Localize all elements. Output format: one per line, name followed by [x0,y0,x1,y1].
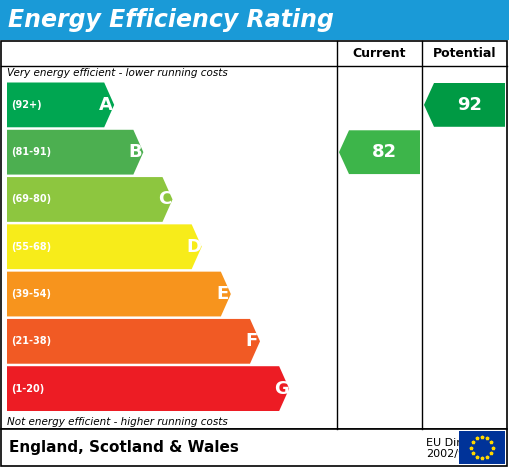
Text: (21-38): (21-38) [11,336,51,347]
Text: 82: 82 [372,143,397,161]
Text: (69-80): (69-80) [11,194,51,205]
Text: Potential: Potential [433,47,496,60]
Text: D: D [186,238,201,256]
Polygon shape [7,224,202,269]
Text: G: G [274,380,289,397]
Polygon shape [339,130,420,174]
Polygon shape [7,83,114,127]
Text: E: E [217,285,229,303]
Polygon shape [424,83,505,127]
Polygon shape [7,272,231,317]
Text: Energy Efficiency Rating: Energy Efficiency Rating [8,8,334,32]
Text: England, Scotland & Wales: England, Scotland & Wales [9,440,239,455]
Text: B: B [129,143,142,161]
Text: Very energy efficient - lower running costs: Very energy efficient - lower running co… [7,68,228,78]
Polygon shape [7,177,173,222]
Text: (92+): (92+) [11,100,42,110]
Text: 2002/91/EC: 2002/91/EC [426,448,491,459]
Polygon shape [7,130,144,175]
Text: Not energy efficient - higher running costs: Not energy efficient - higher running co… [7,417,228,427]
Text: 92: 92 [457,96,482,114]
Text: C: C [158,191,171,208]
Bar [0,0,509,40]
Bar [1,41,507,429]
Text: (81-91): (81-91) [11,147,51,157]
Text: (39-54): (39-54) [11,289,51,299]
Text: A: A [99,96,113,114]
Polygon shape [7,319,260,364]
Text: (55-68): (55-68) [11,242,51,252]
Text: Current: Current [353,47,406,60]
Bar [459,431,505,464]
Text: EU Directive: EU Directive [426,438,495,447]
Text: F: F [246,333,258,350]
Polygon shape [7,366,289,411]
Text: (1-20): (1-20) [11,383,44,394]
Bar [1,429,507,466]
